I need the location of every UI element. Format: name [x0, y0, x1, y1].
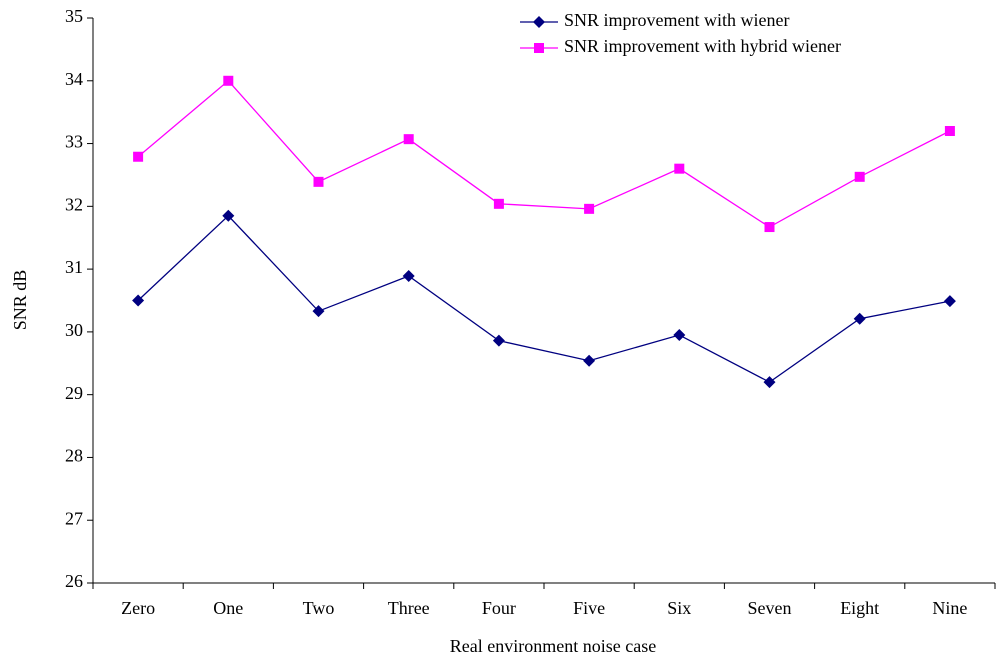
point-marker [943, 295, 956, 308]
point-marker [222, 209, 235, 222]
point-marker [583, 354, 596, 367]
point-marker [492, 334, 505, 347]
point-marker [674, 163, 685, 174]
series-line [137, 79, 951, 228]
x-tick-label: One [213, 598, 243, 618]
x-tick-label: Eight [840, 598, 879, 618]
point-marker [584, 203, 595, 214]
point-marker [132, 294, 145, 307]
y-tick-label: 26 [65, 571, 83, 591]
y-tick-label: 32 [65, 194, 83, 214]
y-tick-label: 31 [65, 257, 83, 277]
legend-label: SNR improvement with wiener [564, 10, 789, 30]
x-tick-label: Seven [748, 598, 792, 618]
point-marker [313, 176, 324, 187]
y-tick-label: 33 [65, 132, 83, 152]
point-marker [673, 329, 686, 342]
y-tick-label: 35 [65, 6, 83, 26]
y-tick-label: 27 [65, 508, 83, 528]
point-marker [493, 198, 504, 209]
series-line [137, 214, 951, 383]
point-marker [223, 75, 234, 86]
x-tick-label: Five [573, 598, 605, 618]
point-marker [853, 312, 866, 325]
point-marker [402, 270, 415, 283]
point-marker [854, 171, 865, 182]
y-axis-label: SNR dB [10, 270, 30, 331]
point-marker [133, 151, 144, 162]
point-marker [312, 305, 325, 318]
point-marker [944, 126, 955, 136]
legend-label: SNR improvement with hybrid wiener [564, 36, 841, 56]
y-tick-label: 30 [65, 320, 83, 340]
y-tick-label: 28 [65, 446, 83, 466]
y-tick-label: 29 [65, 383, 83, 403]
x-tick-label: Three [388, 598, 430, 618]
y-tick-label: 34 [65, 69, 83, 89]
point-marker [763, 376, 776, 389]
x-tick-label: Four [482, 598, 516, 618]
legend-marker [533, 16, 545, 28]
x-tick-label: Nine [932, 598, 967, 618]
x-axis-label: Real environment noise case [450, 636, 656, 656]
legend-marker [534, 43, 544, 53]
x-tick-label: Two [303, 598, 335, 618]
x-tick-label: Zero [121, 598, 155, 618]
point-marker [403, 134, 414, 145]
x-tick-label: Six [667, 598, 691, 618]
point-marker [764, 222, 775, 233]
